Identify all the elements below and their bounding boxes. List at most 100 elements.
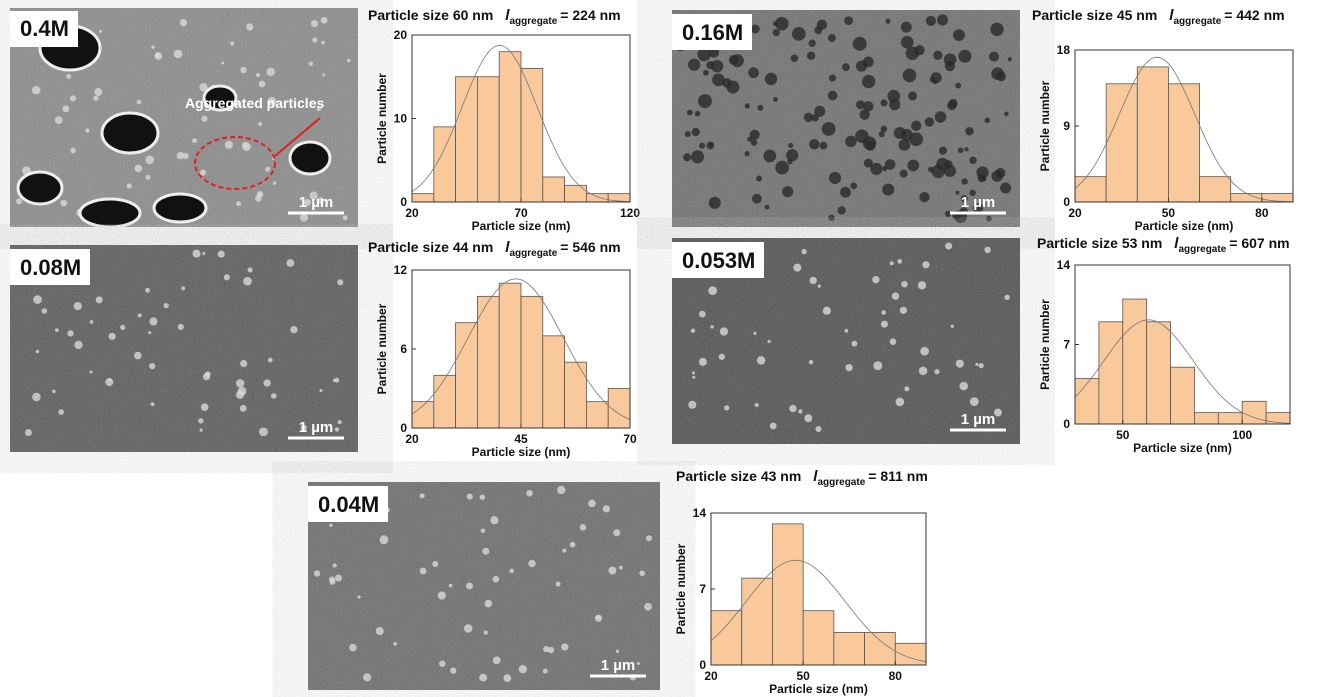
sem-feature	[320, 16, 328, 24]
sem-feature	[756, 175, 763, 182]
sem-feature	[176, 151, 185, 160]
bar	[1098, 321, 1124, 425]
sem-feature	[644, 602, 652, 611]
bar	[710, 610, 743, 666]
title-size: Particle size 43 nm	[676, 468, 801, 484]
sem-feature	[844, 16, 854, 26]
sem-feature	[439, 660, 446, 667]
bar	[586, 401, 609, 429]
sem-feature	[719, 327, 729, 336]
bar	[476, 295, 500, 429]
sem-feature	[943, 53, 957, 67]
sem-feature	[699, 142, 706, 149]
sem-feature	[484, 599, 493, 608]
sem-feature	[850, 182, 858, 190]
sem-feature	[148, 331, 152, 335]
bar	[586, 193, 609, 203]
sem-feature	[310, 19, 319, 28]
sem-feature	[448, 583, 453, 588]
scale-bar-label: 1 µm	[961, 194, 996, 211]
sem-feature	[773, 97, 778, 102]
sem-feature	[691, 127, 700, 137]
sem-feature	[919, 191, 930, 203]
sem-feature	[684, 131, 691, 138]
sem-feature	[904, 386, 910, 392]
y-axis-label: Particle number	[375, 73, 389, 164]
sem-feature	[150, 402, 155, 407]
sem-feature	[909, 132, 924, 147]
sem-feature	[728, 55, 739, 65]
sem-feature	[149, 317, 158, 326]
sem-feature	[588, 499, 596, 508]
sem-feature	[375, 627, 384, 636]
sem-feature	[163, 302, 169, 309]
sem-feature	[933, 50, 943, 60]
annotation-ellipse	[194, 136, 276, 190]
sem-feature	[955, 190, 960, 195]
sem-feature	[464, 624, 473, 633]
bar	[894, 642, 927, 666]
sem-feature	[708, 286, 718, 296]
bar	[1168, 83, 1200, 203]
sem-feature	[918, 366, 928, 376]
bar	[1074, 176, 1107, 203]
sem-feature	[943, 164, 957, 177]
y-axis-label: Particle number	[375, 303, 389, 394]
sem-feature	[267, 96, 277, 106]
sem-feature	[313, 570, 321, 577]
x-tick-label: 70	[514, 206, 528, 220]
y-tick-label: 14	[1057, 258, 1071, 272]
aggregate-value: = 607 nm	[1229, 235, 1289, 251]
sem-feature	[199, 83, 208, 92]
sem-feature	[181, 286, 186, 291]
sem-feature	[236, 201, 242, 207]
sem-feature	[255, 72, 261, 78]
y-tick-label: 0	[400, 421, 407, 435]
x-tick-label: 20	[704, 669, 718, 683]
sem-feature	[24, 429, 32, 437]
bar	[833, 632, 865, 666]
sem-feature	[562, 548, 567, 553]
bar	[498, 282, 522, 429]
aggregate-symbol: l	[1174, 235, 1179, 252]
sem-feature	[258, 122, 263, 127]
sem-feature	[990, 22, 1004, 37]
sem-feature	[996, 71, 1007, 82]
sem-feature	[828, 171, 842, 185]
sem-feature	[198, 418, 204, 424]
sem-feature	[177, 323, 184, 330]
sem-feature	[718, 353, 725, 360]
sem-feature	[900, 35, 914, 49]
bar	[772, 523, 804, 666]
sem-feature	[698, 94, 712, 109]
sem-hole	[202, 84, 238, 112]
sem-feature	[134, 164, 143, 173]
chart-title: Particle size 60 nm laggregate = 224 nm	[368, 7, 621, 27]
x-axis-label: Particle size (nm)	[1133, 441, 1232, 455]
sem-feature	[828, 74, 837, 82]
sem-feature	[873, 361, 883, 371]
x-axis-label: Particle size (nm)	[1135, 219, 1234, 233]
sem-feature	[855, 100, 865, 110]
sem-feature	[899, 169, 908, 178]
sem-feature	[863, 101, 874, 112]
sem-feature	[811, 114, 819, 122]
sem-feature	[769, 422, 777, 430]
bar	[433, 374, 456, 429]
bar	[498, 51, 522, 203]
sem-feature	[859, 109, 870, 120]
sem-feature	[1004, 294, 1010, 301]
sem-feature	[687, 58, 701, 71]
title-size: Particle size 44 nm	[368, 239, 493, 255]
bar	[1074, 378, 1100, 425]
sem-feature	[321, 40, 325, 45]
sem-feature	[466, 493, 473, 500]
y-tick-label: 7	[699, 582, 706, 596]
sem-feature	[889, 338, 897, 345]
scale-bar-label: 1 µm	[961, 411, 996, 428]
y-tick-label: 0	[1063, 195, 1070, 209]
sem-feature	[775, 16, 789, 31]
sem-feature	[608, 566, 617, 575]
sem-feature	[698, 357, 707, 366]
sem-feature	[764, 72, 778, 86]
